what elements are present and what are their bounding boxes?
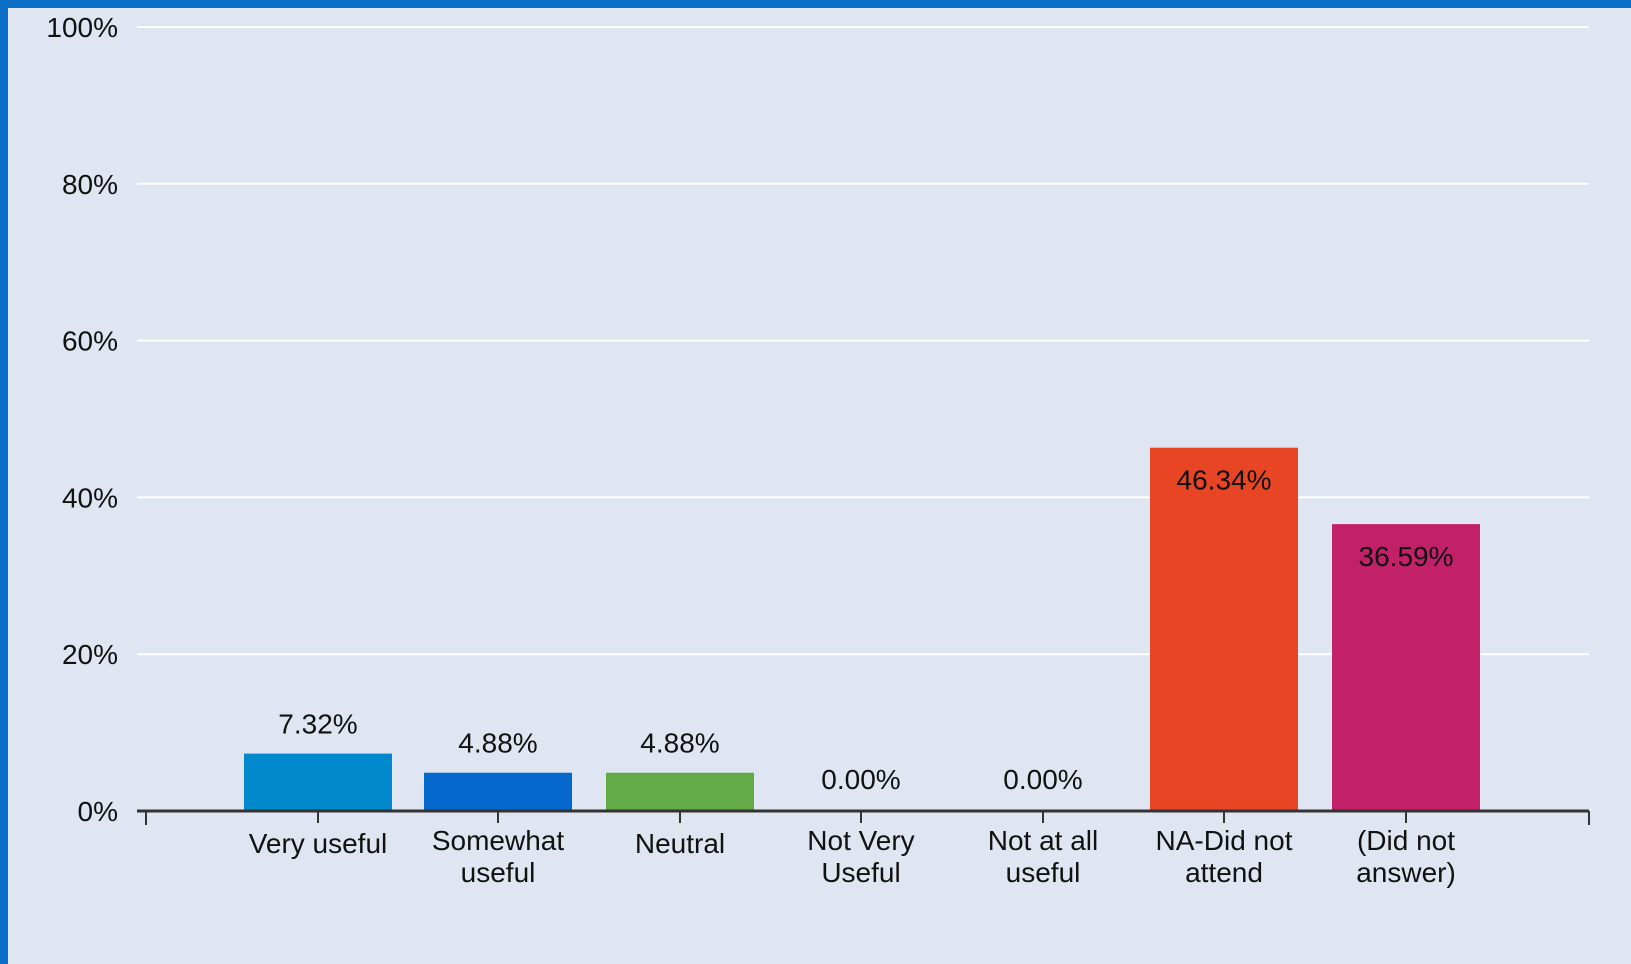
- bar: [606, 772, 754, 811]
- category-label: Not Very Useful: [807, 825, 914, 888]
- bar: [1332, 524, 1480, 811]
- labels: 0% 20% 40% 60% 80% 100% 7.32% Very useful 4.88% S…: [46, 12, 1455, 888]
- bars: [244, 447, 1480, 811]
- y-tick-label: 40%: [62, 482, 118, 513]
- y-tick-label: 0%: [78, 796, 118, 827]
- y-tick-label: 60%: [62, 326, 118, 357]
- data-label: 7.32%: [278, 709, 357, 740]
- bar: [1150, 447, 1298, 811]
- y-tick-label: 100%: [46, 12, 118, 43]
- axes: [137, 809, 1590, 825]
- data-label: 4.88%: [640, 728, 719, 759]
- category-label: Somewhat useful: [432, 825, 565, 888]
- bar-chart: 0% 20% 40% 60% 80% 100% 7.32% Very useful 4.88% S…: [46, 12, 1590, 888]
- data-label: 46.34%: [1177, 465, 1272, 496]
- y-tick-label: 20%: [62, 639, 118, 670]
- category-label: (Did not answer): [1356, 825, 1456, 888]
- data-label: 0.00%: [1003, 764, 1082, 795]
- chart-panel: 0% 20% 40% 60% 80% 100% 7.32% Very useful 4.88% S…: [8, 8, 1631, 964]
- bar: [424, 772, 572, 811]
- category-label: Very useful: [249, 828, 388, 859]
- y-tick-label: 80%: [62, 169, 118, 200]
- data-label: 0.00%: [821, 764, 900, 795]
- data-label: 4.88%: [458, 728, 537, 759]
- data-label: 36.59%: [1359, 541, 1454, 572]
- category-label: Not at all useful: [988, 825, 1099, 888]
- category-label: NA-Did not attend: [1156, 825, 1293, 888]
- category-label: Neutral: [635, 828, 725, 859]
- bar: [244, 753, 392, 811]
